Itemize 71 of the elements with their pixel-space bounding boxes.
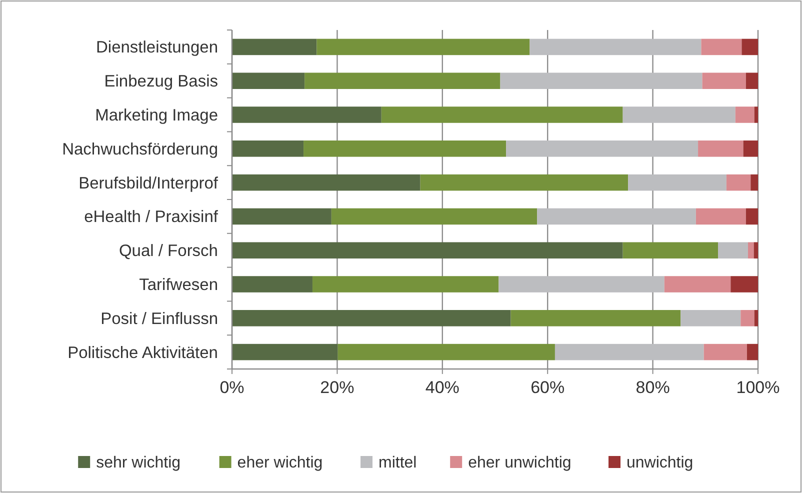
- x-tick-label: 0%: [220, 378, 244, 397]
- bar: [748, 242, 754, 258]
- bar: [232, 310, 511, 326]
- x-tick-label: 40%: [425, 378, 460, 397]
- y-tick-label: Einbezug Basis: [104, 72, 218, 91]
- bar: [702, 72, 746, 89]
- bar: [701, 38, 742, 56]
- bar: [628, 174, 726, 191]
- y-tick-label: Berufsbild/Interprof: [78, 174, 218, 192]
- bar: [232, 208, 332, 225]
- legend-label: eher unwichtig: [468, 454, 572, 472]
- bar: [746, 72, 758, 89]
- bar: [742, 38, 758, 56]
- bar: [698, 140, 744, 157]
- x-tick-label: 80%: [636, 378, 670, 397]
- bar: [754, 310, 758, 326]
- bar: [622, 106, 736, 123]
- bar: [718, 242, 748, 258]
- bar: [510, 310, 681, 326]
- bar: [740, 310, 754, 326]
- bar: [754, 106, 758, 123]
- bar: [696, 208, 746, 225]
- bar: [498, 276, 664, 292]
- y-tick-label: Tarifwesen: [139, 276, 218, 294]
- x-tick-label: 20%: [320, 378, 354, 397]
- y-tick-label: Posit / Einflussn: [100, 310, 218, 328]
- y-tick-label: Qual / Forsch: [118, 242, 218, 260]
- bar: [500, 72, 702, 89]
- bar: [554, 344, 704, 360]
- y-tick-label: Nachwuchsförderung: [62, 140, 218, 158]
- bar: [232, 276, 312, 292]
- bar: [232, 106, 382, 123]
- legend-label: mittel: [378, 454, 417, 472]
- y-tick-label: Dienstleistungen: [96, 38, 218, 57]
- bar: [746, 344, 758, 360]
- bar: [735, 106, 754, 123]
- bar: [232, 174, 420, 191]
- bar: [381, 106, 623, 123]
- bar: [622, 242, 718, 258]
- bar: [704, 344, 747, 360]
- legend-label: unwichtig: [626, 454, 694, 472]
- bar: [232, 38, 317, 56]
- bar: [530, 38, 702, 56]
- bar: [304, 72, 500, 89]
- bar: [232, 140, 304, 157]
- y-tick-label: Marketing Image: [95, 106, 218, 125]
- x-tick-label: 100%: [736, 378, 780, 397]
- bar: [232, 344, 338, 360]
- bar: [537, 208, 696, 225]
- legend-label: eher wichtig: [237, 454, 323, 472]
- legend-label: sehr wichtig: [96, 454, 181, 472]
- bar: [331, 208, 538, 225]
- bar: [746, 208, 758, 225]
- bar: [304, 140, 506, 157]
- bar: [420, 174, 628, 191]
- bar: [664, 276, 731, 292]
- bar: [338, 344, 555, 360]
- bar: [750, 174, 758, 191]
- y-tick-label: Politische Aktivitäten: [68, 344, 218, 362]
- bar: [232, 72, 305, 89]
- x-tick-label: 60%: [530, 378, 565, 397]
- bar: [316, 38, 530, 56]
- y-tick-label: eHealth / Praxisinf: [84, 208, 218, 226]
- bar: [754, 242, 758, 258]
- bar: [730, 276, 758, 292]
- bar: [232, 242, 623, 258]
- bar: [726, 174, 751, 191]
- bar: [506, 140, 698, 157]
- bar: [312, 276, 499, 292]
- bar: [680, 310, 741, 326]
- bar: [743, 140, 758, 157]
